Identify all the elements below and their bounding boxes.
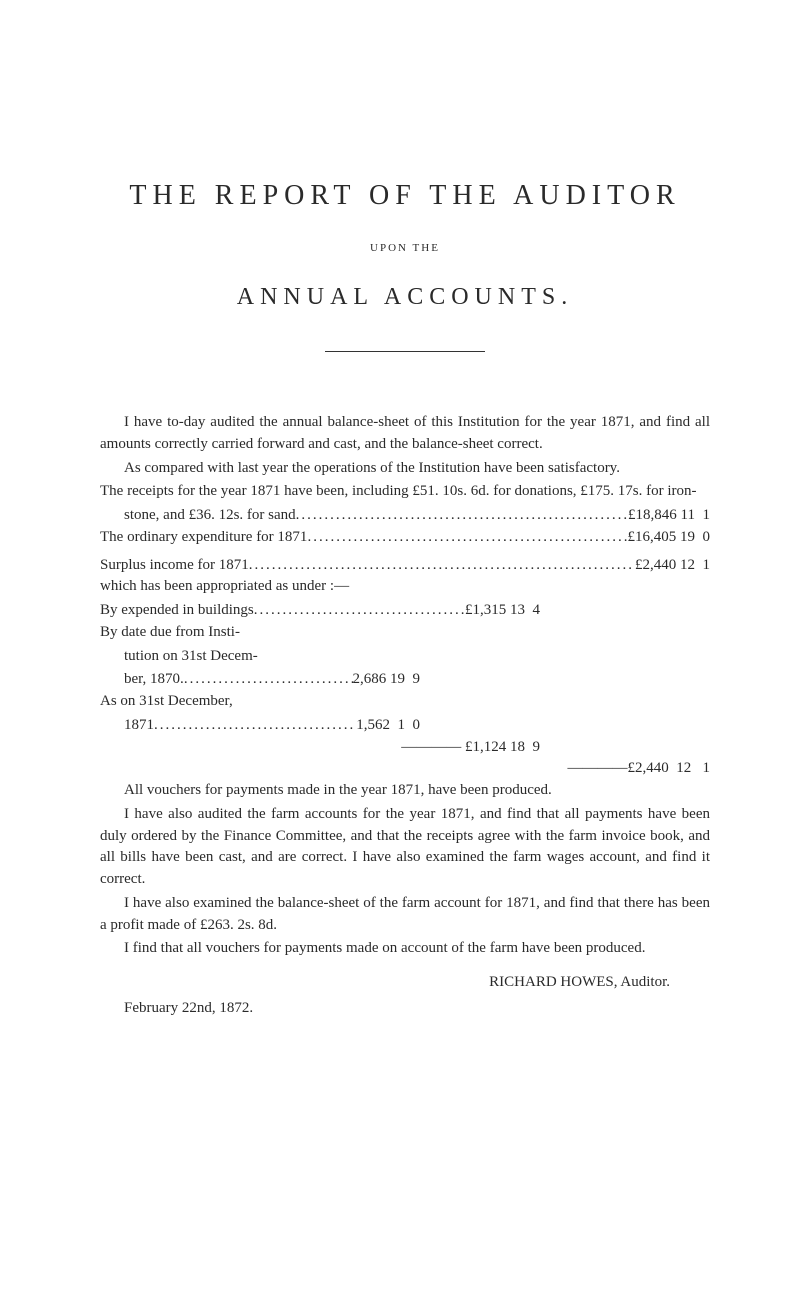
acc-value: 1,562 1 0 [356, 715, 420, 737]
acc-label: 1871 [124, 715, 154, 737]
acc-dots: ........................................… [184, 669, 353, 691]
subtotal-1-row: ———— £1,124 18 9 [100, 737, 710, 759]
account-line-expenditure: The ordinary expenditure for 1871 ......… [100, 527, 710, 549]
account-line-sand: stone, and £36. 12s. for sand ..........… [100, 505, 710, 527]
acc-dots: ........................................… [254, 600, 465, 622]
account-line-1871: 1871 ...................................… [100, 715, 710, 737]
divider-rule [325, 351, 485, 352]
account-line-surplus: Surplus income for 1871 ................… [100, 555, 710, 577]
closing-para-4: I find that all vouchers for payments ma… [100, 938, 710, 960]
acc-value: 2,686 19 9 [353, 669, 421, 691]
acc-dots: ........................................… [249, 555, 635, 577]
document-body: I have to-day audited the annual balance… [100, 412, 710, 1020]
audit-date: February 22nd, 1872. [100, 998, 710, 1020]
acc-label: ber, 1870. [124, 669, 184, 691]
acc-label: Surplus income for 1871 [100, 555, 249, 577]
acc-label: The ordinary expenditure for 1871 [100, 527, 307, 549]
acc-dots: ........................................… [296, 505, 628, 527]
acc-dots: ........................................… [154, 715, 356, 737]
page-subtitle: ANNUAL ACCOUNTS. [100, 284, 710, 311]
as-on-line: As on 31st December, [100, 691, 710, 713]
account-line-1870: ber, 1870. .............................… [100, 669, 710, 691]
intro-para-1: I have to-day audited the annual balance… [100, 412, 710, 456]
closing-para-1: All vouchers for payments made in the ye… [100, 780, 710, 802]
subtotal-2-row: ————£2,440 12 1 [100, 758, 710, 780]
acc-label: stone, and £36. 12s. for sand [124, 505, 296, 527]
subtotal-2: £2,440 12 1 [628, 760, 711, 776]
acc-label: By expended in buildings [100, 600, 254, 622]
appropriated-line: which has been appropriated as under :— [100, 576, 710, 598]
auditor-signature: RICHARD HOWES, Auditor. [100, 972, 710, 994]
acc-value: £2,440 12 1 [635, 555, 710, 577]
acc-value: £16,405 19 0 [628, 527, 711, 549]
acc-value: £1,315 13 4 [465, 600, 540, 622]
account-line-buildings: By expended in buildings ...............… [100, 600, 710, 622]
closing-para-2: I have also audited the farm accounts fo… [100, 804, 710, 891]
date-due-line: By date due from Insti- [100, 622, 710, 644]
acc-value: £18,846 11 1 [628, 505, 710, 527]
closing-para-3: I have also examined the balance-sheet o… [100, 893, 710, 937]
tution-line: tution on 31st Decem- [100, 646, 710, 668]
intro-para-2: As compared with last year the operation… [100, 458, 710, 480]
acc-dots: ........................................… [307, 527, 627, 549]
subtotal-1: £1,124 18 9 [465, 739, 540, 755]
page-title: THE REPORT OF THE AUDITOR [100, 180, 710, 212]
upon-label: UPON THE [100, 242, 710, 254]
intro-para-3: The receipts for the year 1871 have been… [100, 481, 710, 503]
